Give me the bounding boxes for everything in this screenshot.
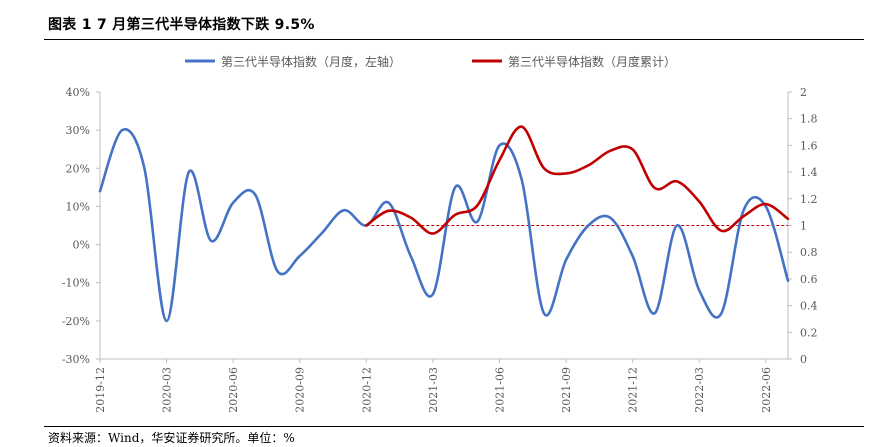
data-point-monthly [765, 205, 767, 207]
source-note: 资料来源：Wind，华安证券研究所。单位：% [48, 431, 295, 445]
right-tick-label: 1.4 [800, 166, 818, 179]
right-tick-label: 0 [800, 353, 807, 366]
data-point-monthly [676, 224, 678, 226]
x-tick-label: 2021-12 [627, 367, 640, 413]
series-line-monthly [98, 128, 790, 323]
data-point-cumulative [543, 167, 545, 169]
data-point-cumulative [698, 200, 700, 202]
data-point-monthly [543, 312, 545, 314]
left-tick-label: 10% [66, 200, 90, 213]
series-line-cumulative [365, 125, 790, 235]
x-tick-label: 2021-09 [560, 367, 573, 413]
left-tick-label: 0% [73, 239, 90, 252]
data-point-cumulative [587, 164, 589, 166]
data-point-monthly [432, 293, 434, 295]
axes: 40% 30% 20% 10% 0% -10% -20% -30% 2 1.8 1.6 1.4 1.2 1… [62, 86, 818, 413]
left-tick-label: -30% [62, 353, 90, 366]
data-point-cumulative [631, 148, 633, 150]
right-tick-label: 0.2 [800, 326, 818, 339]
title-rule [44, 39, 864, 40]
data-point-monthly [587, 224, 589, 226]
series-lines [98, 125, 790, 323]
data-point-monthly [99, 190, 101, 192]
data-point-cumulative [410, 216, 412, 218]
data-point-cumulative [476, 204, 478, 206]
right-tick-label: 0.4 [800, 300, 818, 313]
x-tick-label: 2021-06 [493, 367, 506, 413]
data-point-cumulative [454, 214, 456, 216]
x-tick-label: 2020-03 [161, 367, 174, 413]
data-point-monthly [742, 209, 744, 211]
data-point-cumulative [365, 224, 367, 226]
x-tick-label: 2019-12 [94, 367, 107, 413]
right-tick-label: 1.6 [800, 139, 818, 152]
right-tick-label: 0.6 [800, 273, 818, 286]
data-point-monthly [454, 186, 456, 188]
data-point-cumulative [742, 215, 744, 217]
data-point-monthly [631, 255, 633, 257]
data-point-monthly [343, 209, 345, 211]
data-point-cumulative [387, 210, 389, 212]
x-tick-label: 2020-09 [294, 367, 307, 413]
right-tick-label: 0.8 [800, 246, 818, 259]
data-point-monthly [609, 217, 611, 219]
x-tick-label: 2020-12 [360, 367, 373, 413]
right-tick-label: 1 [800, 220, 807, 233]
data-point-monthly [698, 289, 700, 291]
data-point-monthly [121, 129, 123, 131]
right-tick-label: 1.8 [800, 113, 818, 126]
data-point-monthly [410, 255, 412, 257]
x-tick-label: 2022-06 [760, 367, 773, 413]
data-point-cumulative [498, 159, 500, 161]
data-point-monthly [254, 194, 256, 196]
data-point-monthly [210, 240, 212, 242]
legend-label-right-series: 第三代半导体指数（月度累计） [508, 54, 676, 69]
right-tick-label: 1.2 [800, 193, 818, 206]
data-point-monthly [521, 179, 523, 181]
data-point-monthly [276, 270, 278, 272]
data-point-monthly [321, 232, 323, 234]
data-point-monthly [387, 201, 389, 203]
data-point-monthly [143, 167, 145, 169]
data-point-monthly [787, 280, 789, 282]
data-point-monthly [476, 221, 478, 223]
data-point-monthly [165, 320, 167, 322]
left-tick-label: 20% [66, 162, 90, 175]
data-point-cumulative [609, 150, 611, 152]
figure-title: 图表 1 7 月第三代半导体指数下跌 9.5% [48, 17, 315, 33]
left-tick-label: 30% [66, 124, 90, 137]
left-tick-label: 40% [66, 86, 90, 99]
data-point-monthly [498, 144, 500, 146]
data-point-cumulative [676, 180, 678, 182]
data-point-monthly [654, 312, 656, 314]
data-point-cumulative [720, 230, 722, 232]
legend: 第三代半导体指数（月度，左轴） 第三代半导体指数（月度累计） [185, 54, 676, 69]
x-tick-label: 2021-03 [427, 367, 440, 413]
data-point-cumulative [565, 172, 567, 174]
right-tick-label: 2 [800, 86, 807, 99]
data-point-cumulative [432, 232, 434, 234]
data-point-monthly [720, 312, 722, 314]
x-tick-label: 2022-03 [693, 367, 706, 413]
x-tick-label: 2020-06 [227, 367, 240, 413]
data-point-monthly [232, 201, 234, 203]
data-point-cumulative [787, 218, 789, 220]
left-tick-label: -20% [62, 315, 90, 328]
data-point-cumulative [521, 126, 523, 128]
data-point-monthly [188, 171, 190, 173]
data-point-monthly [565, 259, 567, 261]
left-tick-label: -10% [62, 277, 90, 290]
data-point-cumulative [654, 187, 656, 189]
data-point-monthly [299, 255, 301, 257]
data-point-cumulative [765, 203, 767, 205]
legend-label-left-series: 第三代半导体指数（月度，左轴） [221, 54, 401, 69]
footer-rule [44, 426, 864, 427]
